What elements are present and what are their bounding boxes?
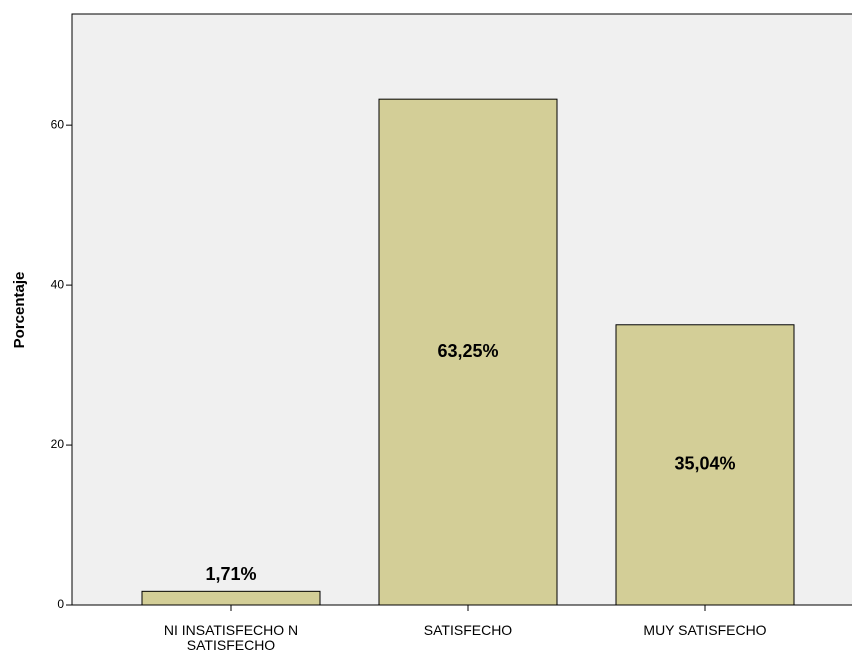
x-tick-label: SATISFECHO — [423, 622, 513, 638]
y-axis-label: Porcentaje — [11, 272, 28, 349]
x-tick-label: MUY SATISFECHO — [643, 622, 767, 638]
x-tick-label: NI INSATISFECHO N SATISFECHO — [163, 622, 299, 653]
value-label: 35,04% — [674, 454, 735, 474]
y-tick-label: 40 — [51, 277, 65, 291]
value-label: 1,71% — [205, 564, 256, 584]
value-label: 63,25% — [437, 341, 498, 361]
y-tick-label: 0 — [57, 597, 64, 611]
bar — [615, 324, 795, 606]
bar — [378, 98, 558, 606]
y-tick-label: 60 — [51, 117, 65, 131]
bar — [141, 590, 321, 606]
y-tick-label: 20 — [51, 437, 65, 451]
